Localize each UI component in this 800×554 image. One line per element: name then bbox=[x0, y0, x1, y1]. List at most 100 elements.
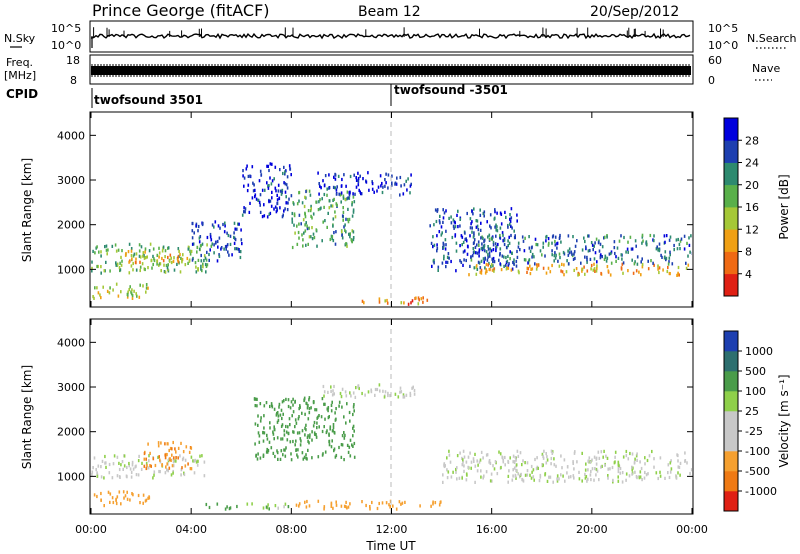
power-cell-9 bbox=[559, 235, 561, 240]
velocity-cell-6 bbox=[501, 456, 504, 460]
velocity-cell-1 bbox=[161, 463, 163, 467]
power-cell-0 bbox=[138, 249, 141, 253]
power-cell-9 bbox=[669, 235, 672, 239]
power-cell-7 bbox=[503, 255, 505, 259]
velocity-cell-6 bbox=[447, 470, 450, 474]
velocity-cell-1 bbox=[143, 464, 146, 468]
velocity-cell-3 bbox=[309, 433, 311, 437]
power-cell-4 bbox=[273, 207, 275, 211]
velocity-cell-0 bbox=[157, 455, 159, 459]
power-cell-7 bbox=[492, 260, 494, 264]
power-cell-9 bbox=[472, 247, 475, 251]
power-cell-0 bbox=[184, 263, 187, 267]
velocity-cell-2 bbox=[122, 490, 125, 494]
power-cell-6 bbox=[411, 299, 414, 303]
power-cell-7 bbox=[496, 229, 499, 233]
power-cell-9 bbox=[663, 234, 666, 238]
velocity-cell-6 bbox=[522, 479, 525, 483]
velocity-cell-6 bbox=[469, 451, 471, 455]
velocity-cell-6 bbox=[461, 456, 463, 460]
velocity-cell-0 bbox=[141, 461, 143, 465]
velocity-cell-6 bbox=[476, 459, 478, 463]
power-cell-5 bbox=[346, 190, 349, 194]
power-cell-9 bbox=[592, 248, 594, 252]
velocity-cell-6 bbox=[550, 456, 553, 461]
velocity-cell-3 bbox=[286, 438, 289, 442]
power-cell-4 bbox=[249, 174, 251, 178]
power-cell-5 bbox=[291, 217, 293, 221]
power-cell-9 bbox=[567, 234, 570, 238]
power-cell-7 bbox=[462, 240, 465, 244]
power-cell-3 bbox=[206, 250, 208, 254]
power-cell-7 bbox=[462, 263, 464, 267]
power-cell-8 bbox=[563, 273, 565, 277]
power-cell-4 bbox=[244, 207, 247, 211]
power-cell-5 bbox=[294, 231, 296, 235]
power-cell-9 bbox=[599, 242, 602, 246]
power-cell-8 bbox=[480, 268, 483, 272]
velocity-cell-3 bbox=[262, 430, 264, 435]
velocity-cell-6 bbox=[572, 460, 574, 464]
power-cell-5 bbox=[334, 210, 336, 214]
power-cell-9 bbox=[505, 245, 508, 250]
velocity-cell-6 bbox=[521, 463, 523, 467]
velocity-cell-4 bbox=[413, 392, 416, 396]
velocity-cell-5 bbox=[401, 501, 404, 505]
velocity-cell-5 bbox=[376, 506, 379, 511]
velocity-cell-6 bbox=[581, 451, 583, 455]
power-cell-9 bbox=[584, 239, 586, 244]
power-cell-5 bbox=[318, 200, 320, 204]
power-cell-9 bbox=[568, 247, 571, 251]
velocity-cell-6 bbox=[549, 475, 552, 479]
velocity-cell-6 bbox=[461, 463, 464, 467]
power-cell-8 bbox=[590, 267, 592, 271]
velocity-cell-0 bbox=[103, 476, 105, 480]
power-cell-9 bbox=[551, 253, 553, 257]
velocity-cell-6 bbox=[516, 449, 519, 453]
velocity-cell-6 bbox=[686, 461, 688, 465]
velocity-cell-0 bbox=[120, 463, 122, 467]
velocity-cell-3 bbox=[307, 439, 309, 443]
power-cell-8 bbox=[593, 267, 596, 271]
velocity-cell-6 bbox=[541, 452, 544, 456]
colorbar-block bbox=[724, 251, 738, 275]
velocity-cell-6 bbox=[529, 473, 531, 477]
velocity-cell-0 bbox=[130, 475, 133, 479]
velocity-cell-0 bbox=[190, 455, 193, 459]
power-cell-4 bbox=[274, 186, 277, 190]
velocity-cell-6 bbox=[465, 460, 468, 464]
velocity-cell-7 bbox=[251, 502, 253, 506]
power-cell-7 bbox=[470, 222, 472, 226]
velocity-cell-6 bbox=[648, 454, 651, 458]
power-cell-4 bbox=[267, 184, 269, 188]
velocity-cell-4 bbox=[384, 390, 387, 394]
power-cell-8 bbox=[594, 269, 596, 273]
power-cell-7 bbox=[469, 226, 472, 230]
power-cell-4 bbox=[286, 208, 289, 212]
velocity-cell-5 bbox=[347, 505, 350, 509]
velocity-cell-3 bbox=[308, 396, 311, 400]
velocity-cell-3 bbox=[272, 451, 275, 455]
power-cell-8 bbox=[517, 269, 520, 273]
power-cell-9 bbox=[556, 242, 558, 246]
power-cell-9 bbox=[601, 245, 604, 249]
power-cell-9 bbox=[480, 236, 482, 240]
velocity-cell-6 bbox=[508, 469, 510, 473]
power-cell-0 bbox=[96, 245, 98, 249]
power-cell-0 bbox=[144, 247, 147, 251]
power-cell-0 bbox=[196, 250, 198, 254]
power-cell-9 bbox=[534, 237, 537, 241]
power-cell-3 bbox=[203, 258, 205, 263]
power-cell-4 bbox=[274, 205, 277, 209]
power-cell-3 bbox=[238, 249, 241, 253]
power-cell-8 bbox=[586, 269, 589, 273]
power-cell-0 bbox=[105, 248, 108, 252]
power-cell-8 bbox=[493, 269, 495, 273]
power-cell-7 bbox=[495, 248, 497, 253]
velocity-cell-5 bbox=[340, 504, 343, 508]
power-cell-9 bbox=[539, 249, 542, 253]
velocity-cell-0 bbox=[195, 460, 198, 464]
velocity-cell-3 bbox=[314, 432, 316, 436]
power-cell-8 bbox=[545, 271, 548, 275]
nsky-trace bbox=[91, 27, 691, 48]
